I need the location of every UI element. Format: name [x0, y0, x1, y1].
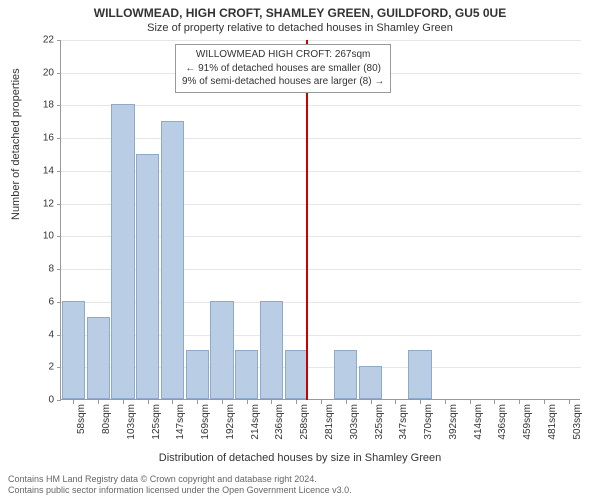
footer: Contains HM Land Registry data © Crown c…: [8, 474, 352, 497]
xtick-mark: [148, 400, 149, 404]
annotation-line3: 9% of semi-detached houses are larger (8…: [182, 75, 384, 89]
xtick-mark: [197, 400, 198, 404]
xtick-label: 214sqm: [250, 404, 261, 440]
ytick-mark: [57, 204, 61, 205]
ytick-label: 22: [30, 35, 54, 46]
xtick-label: 103sqm: [126, 404, 137, 440]
x-axis-label: Distribution of detached houses by size …: [0, 452, 600, 464]
xtick-label: 370sqm: [423, 404, 434, 440]
marker-line: [306, 40, 308, 400]
ytick-label: 16: [30, 133, 54, 144]
chart-title-sub: Size of property relative to detached ho…: [0, 20, 600, 34]
gridline: [61, 105, 581, 106]
xtick-label: 481sqm: [547, 404, 558, 440]
bar: [210, 301, 233, 399]
bar: [136, 154, 159, 399]
ytick-label: 2: [30, 362, 54, 373]
ytick-label: 10: [30, 231, 54, 242]
ytick-mark: [57, 400, 61, 401]
ytick-mark: [57, 269, 61, 270]
xtick-mark: [247, 400, 248, 404]
xtick-label: 169sqm: [200, 404, 211, 440]
xtick-label: 347sqm: [398, 404, 409, 440]
footer-line2: Contains public sector information licen…: [8, 485, 352, 496]
chart-area: 024681012141618202258sqm80sqm103sqm125sq…: [60, 40, 580, 400]
bar: [334, 350, 357, 399]
bar: [186, 350, 209, 399]
xtick-mark: [371, 400, 372, 404]
bar: [408, 350, 431, 399]
xtick-mark: [346, 400, 347, 404]
xtick-mark: [420, 400, 421, 404]
annotation-line2: ← 91% of detached houses are smaller (80…: [182, 62, 384, 76]
ytick-label: 4: [30, 329, 54, 340]
xtick-label: 436sqm: [497, 404, 508, 440]
xtick-mark: [172, 400, 173, 404]
ytick-label: 14: [30, 165, 54, 176]
xtick-mark: [73, 400, 74, 404]
xtick-label: 303sqm: [349, 404, 360, 440]
chart-title-main: WILLOWMEAD, HIGH CROFT, SHAMLEY GREEN, G…: [0, 0, 600, 20]
xtick-mark: [98, 400, 99, 404]
ytick-mark: [57, 335, 61, 336]
xtick-mark: [470, 400, 471, 404]
xtick-label: 459sqm: [522, 404, 533, 440]
gridline: [61, 40, 581, 41]
xtick-label: 80sqm: [101, 404, 112, 434]
ytick-label: 20: [30, 67, 54, 78]
gridline: [61, 138, 581, 139]
xtick-mark: [494, 400, 495, 404]
annotation-line1: WILLOWMEAD HIGH CROFT: 267sqm: [182, 48, 384, 62]
xtick-label: 58sqm: [76, 404, 87, 434]
ytick-mark: [57, 105, 61, 106]
ytick-label: 8: [30, 264, 54, 275]
bar: [62, 301, 85, 399]
bar: [260, 301, 283, 399]
xtick-label: 414sqm: [473, 404, 484, 440]
xtick-label: 503sqm: [572, 404, 583, 440]
plot-region: 024681012141618202258sqm80sqm103sqm125sq…: [60, 40, 580, 400]
xtick-mark: [271, 400, 272, 404]
ytick-mark: [57, 236, 61, 237]
ytick-mark: [57, 367, 61, 368]
ytick-label: 6: [30, 296, 54, 307]
xtick-mark: [123, 400, 124, 404]
ytick-mark: [57, 73, 61, 74]
bar: [161, 121, 184, 399]
ytick-mark: [57, 138, 61, 139]
bar: [111, 104, 134, 399]
y-axis-label: Number of detached properties: [10, 68, 22, 220]
xtick-mark: [321, 400, 322, 404]
xtick-mark: [296, 400, 297, 404]
xtick-mark: [519, 400, 520, 404]
xtick-mark: [544, 400, 545, 404]
xtick-mark: [445, 400, 446, 404]
ytick-label: 12: [30, 198, 54, 209]
xtick-label: 236sqm: [274, 404, 285, 440]
ytick-label: 0: [30, 395, 54, 406]
bar: [235, 350, 258, 399]
ytick-mark: [57, 302, 61, 303]
ytick-mark: [57, 40, 61, 41]
xtick-label: 125sqm: [151, 404, 162, 440]
bar: [87, 317, 110, 399]
xtick-mark: [395, 400, 396, 404]
bar: [285, 350, 308, 399]
xtick-label: 325sqm: [374, 404, 385, 440]
ytick-label: 18: [30, 100, 54, 111]
bar: [359, 366, 382, 399]
xtick-label: 192sqm: [225, 404, 236, 440]
annotation-box: WILLOWMEAD HIGH CROFT: 267sqm ← 91% of d…: [175, 44, 391, 93]
xtick-label: 281sqm: [324, 404, 335, 440]
xtick-label: 147sqm: [175, 404, 186, 440]
xtick-label: 392sqm: [448, 404, 459, 440]
xtick-mark: [569, 400, 570, 404]
footer-line1: Contains HM Land Registry data © Crown c…: [8, 474, 352, 485]
ytick-mark: [57, 171, 61, 172]
xtick-mark: [222, 400, 223, 404]
xtick-label: 258sqm: [299, 404, 310, 440]
